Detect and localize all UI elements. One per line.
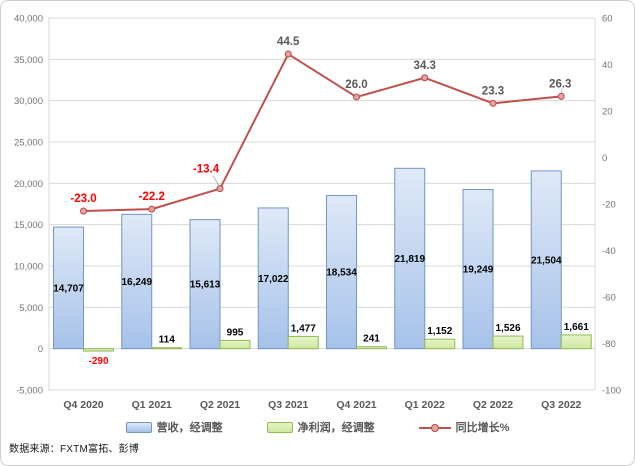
profit-bar — [356, 346, 387, 350]
profit-swatch-icon — [266, 421, 293, 433]
legend-item-profit: 净利润，经调整 — [266, 419, 375, 435]
revenue-bar — [326, 194, 357, 350]
revenue-bar-label: 21,819 — [394, 254, 425, 265]
x-axis-label: Q3 2021 — [268, 399, 308, 411]
growth-line-marker — [216, 185, 224, 193]
revenue-bar — [462, 189, 494, 350]
y-axis-left-label: 5,000 — [19, 303, 43, 314]
profit-bar-label: 114 — [159, 335, 176, 346]
label-leader-line — [560, 88, 563, 94]
y-axis-right-label: -40 — [602, 246, 616, 257]
profit-bar-label: 241 — [363, 334, 380, 345]
x-axis-label: Q1 2021 — [132, 399, 172, 411]
x-axis-label: Q2 2021 — [200, 399, 240, 411]
x-axis-label: Q4 2020 — [63, 399, 103, 411]
revenue-bar-label: 17,022 — [258, 274, 289, 285]
growth-line-label: 26.3 — [549, 78, 571, 90]
y-axis-left-label: 20,000 — [14, 179, 43, 190]
growth-line-label: 44.5 — [277, 36, 300, 48]
x-axis-label: Q4 2021 — [336, 399, 376, 411]
growth-line-label: 26.0 — [345, 79, 367, 91]
y-axis-right-label: 20 — [602, 107, 613, 118]
revenue-bar — [53, 226, 84, 350]
growth-line-marker — [557, 92, 565, 100]
y-axis-right-label: 0 — [602, 153, 607, 164]
profit-bar-label: 1,661 — [564, 322, 589, 333]
y-axis-left-label: 30,000 — [14, 96, 43, 107]
legend-item-growth: 同比增长% — [418, 419, 510, 435]
legend-label-revenue: 营收，经调整 — [156, 422, 223, 434]
revenue-bar-label: 18,534 — [326, 268, 357, 279]
profit-bar — [560, 334, 592, 350]
x-axis-label: Q2 2022 — [473, 399, 513, 411]
y-axis-right-label: -80 — [602, 339, 616, 350]
y-axis-right-label: 40 — [602, 60, 613, 71]
y-axis-left-label: 40,000 — [14, 14, 43, 25]
y-axis-left-label: 0 — [38, 344, 43, 355]
combo-chart-svg: 40,000 35,000 30,000 25,000 20,000 15,000 10,0… — [14, 14, 621, 412]
growth-line-marker — [80, 207, 87, 215]
y-axis-left-label: 10,000 — [14, 262, 43, 273]
revenue-bar-label: 16,249 — [121, 277, 152, 288]
legend-item-revenue: 营收，经调整 — [125, 419, 223, 435]
revenue-bar — [530, 170, 562, 350]
y-axis-right-label: -20 — [602, 200, 616, 211]
x-axis-label: Q3 2022 — [541, 399, 581, 411]
profit-bar — [424, 338, 456, 350]
revenue-bar — [394, 167, 426, 350]
revenue-bar-label: 15,613 — [190, 280, 221, 291]
profit-bar — [492, 335, 524, 350]
profit-bar — [151, 347, 183, 350]
profit-bar-label: 995 — [227, 327, 244, 338]
growth-line-label: 34.3 — [414, 60, 436, 72]
y-axis-left-label: -5,000 — [16, 386, 43, 397]
growth-line-marker — [353, 93, 360, 101]
growth-line-marker — [489, 99, 497, 107]
growth-line-label: -22.2 — [139, 191, 165, 203]
profit-bar-label: 1,526 — [495, 323, 520, 334]
revenue-bar-label: 14,707 — [53, 283, 84, 294]
growth-line-label: -23.0 — [70, 193, 96, 205]
revenue-swatch-icon — [125, 421, 152, 433]
profit-bar — [83, 348, 114, 352]
revenue-bar — [257, 207, 289, 350]
growth-line-marker — [284, 50, 292, 58]
profit-bar-label: 1,152 — [427, 326, 452, 337]
revenue-bar-label: 21,504 — [531, 255, 562, 266]
revenue-bar — [189, 219, 221, 350]
profit-bar-label: 1,477 — [291, 323, 316, 334]
revenue-bar-label: 19,249 — [463, 265, 494, 276]
profit-bar — [287, 335, 319, 350]
label-leader-line — [212, 175, 220, 186]
growth-line-marker — [148, 205, 156, 213]
legend-label-growth: 同比增长% — [455, 422, 510, 434]
growth-line-swatch-icon — [418, 422, 451, 433]
y-axis-left-label: 15,000 — [14, 220, 43, 231]
profit-bar-label: -290 — [88, 356, 108, 367]
chart-legend: 营收，经调整 净利润，经调整 同比增长% — [1, 419, 634, 435]
growth-line-label: -13.4 — [193, 164, 220, 176]
growth-line-label: 23.3 — [482, 85, 504, 97]
revenue-bar — [121, 213, 153, 350]
x-axis-label: Q1 2022 — [405, 399, 445, 411]
data-source-note: 数据来源：FXTM富拓、彭博 — [9, 444, 140, 455]
y-axis-left-label: 25,000 — [14, 138, 43, 149]
y-axis-right-label: 60 — [602, 14, 613, 25]
profit-bar — [219, 339, 251, 350]
legend-label-profit: 净利润，经调整 — [297, 422, 375, 434]
growth-line-marker — [421, 74, 429, 82]
growth-line — [83, 53, 562, 212]
y-axis-right-label: -60 — [602, 293, 616, 304]
y-axis-right-label: -100 — [602, 386, 621, 397]
y-axis-left-label: 35,000 — [14, 55, 43, 66]
